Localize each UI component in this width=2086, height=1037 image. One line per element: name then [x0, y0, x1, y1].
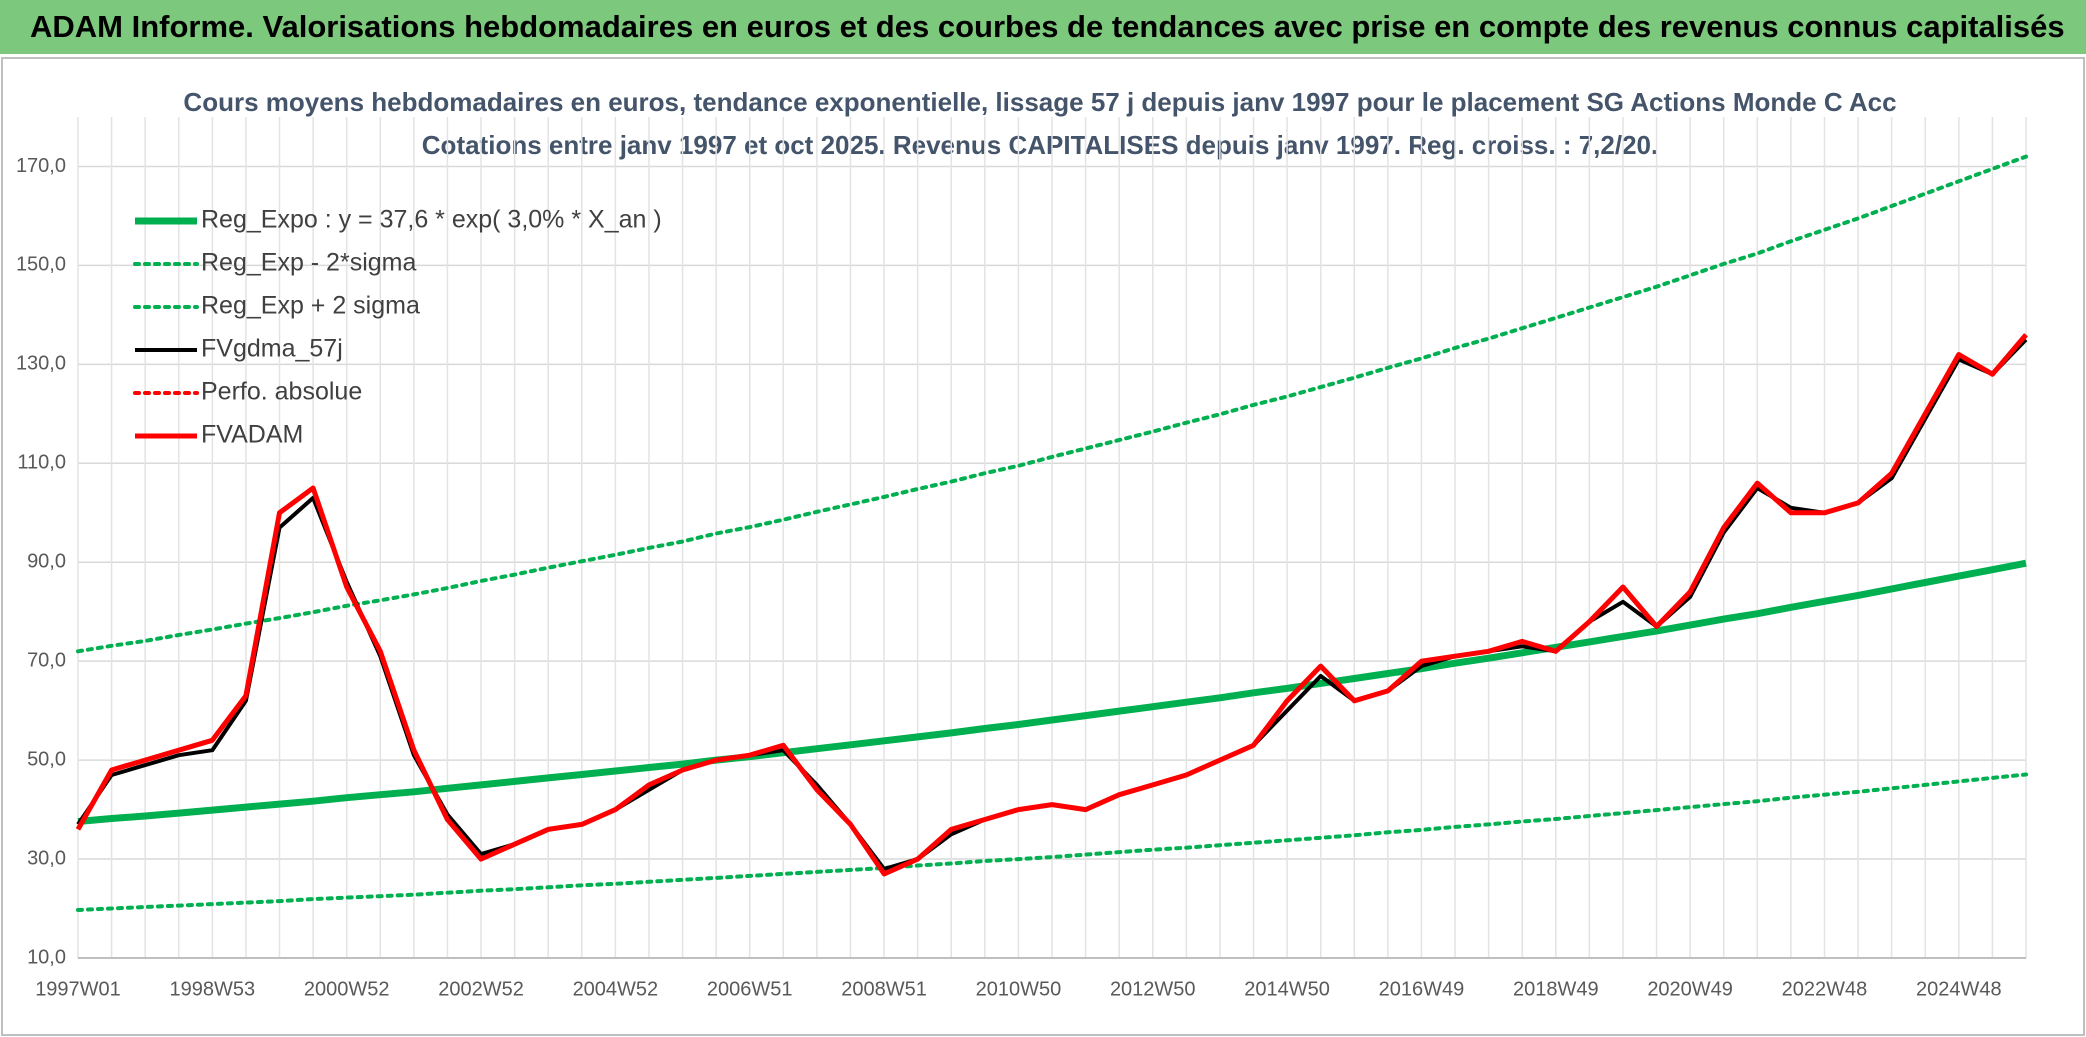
y-tick-label: 70,0 — [27, 649, 66, 671]
x-tick-label: 2000W52 — [304, 978, 390, 1000]
x-tick-label: 2012W50 — [1110, 978, 1196, 1000]
x-tick-label: 2002W52 — [438, 978, 524, 1000]
y-tick-label: 50,0 — [27, 748, 66, 770]
y-tick-label: 30,0 — [27, 847, 66, 869]
y-tick-label: 110,0 — [17, 452, 66, 474]
x-tick-label: 2016W49 — [1379, 978, 1465, 1000]
legend-label: Perfo. absolue — [201, 378, 362, 406]
x-tick-label: 2008W51 — [841, 978, 927, 1000]
y-tick-label: 90,0 — [27, 551, 66, 573]
x-tick-label: 2014W50 — [1244, 978, 1330, 1000]
legend-label: FVADAM — [201, 421, 303, 449]
y-tick-label: 130,0 — [16, 353, 66, 375]
chart-title: Cours moyens hebdomadaires en euros, ten… — [183, 87, 1896, 117]
legend-label: Reg_Exp + 2 sigma — [201, 292, 420, 320]
x-tick-label: 1998W53 — [170, 978, 256, 1000]
x-tick-label: 2018W49 — [1513, 978, 1599, 1000]
x-tick-label: 2006W51 — [707, 978, 793, 1000]
x-tick-label: 2022W48 — [1782, 978, 1868, 1000]
series-line — [76, 154, 2028, 654]
x-tick-label: 2024W48 — [1916, 978, 2002, 1000]
legend-label: FVgdma_57j — [201, 335, 343, 363]
series-line — [77, 559, 2027, 825]
chart-frame — [1, 57, 2085, 1036]
chart-subtitle: Cotations entre janv 1997 et oct 2025. R… — [422, 130, 1658, 160]
x-tick-label: 2020W49 — [1647, 978, 1733, 1000]
header: ADAM Informe. Valorisations hebdomadaire… — [0, 0, 2086, 54]
x-tick-label: 2004W52 — [573, 978, 659, 1000]
y-tick-label: 170,0 — [16, 155, 66, 177]
x-tick-label: 2010W50 — [976, 978, 1062, 1000]
series-line — [75, 333, 2028, 877]
x-tick-label: 1997W01 — [35, 978, 121, 1000]
legend-label: Reg_Expo : y = 37,6 * exp( 3,0% * X_an ) — [201, 206, 662, 234]
chart: Cours moyens hebdomadaires en euros, ten… — [1, 57, 2085, 1036]
y-tick-label: 10,0 — [27, 946, 66, 968]
series-line — [76, 772, 2028, 912]
legend-label: Reg_Exp - 2*sigma — [201, 249, 416, 277]
y-tick-label: 150,0 — [16, 254, 66, 276]
